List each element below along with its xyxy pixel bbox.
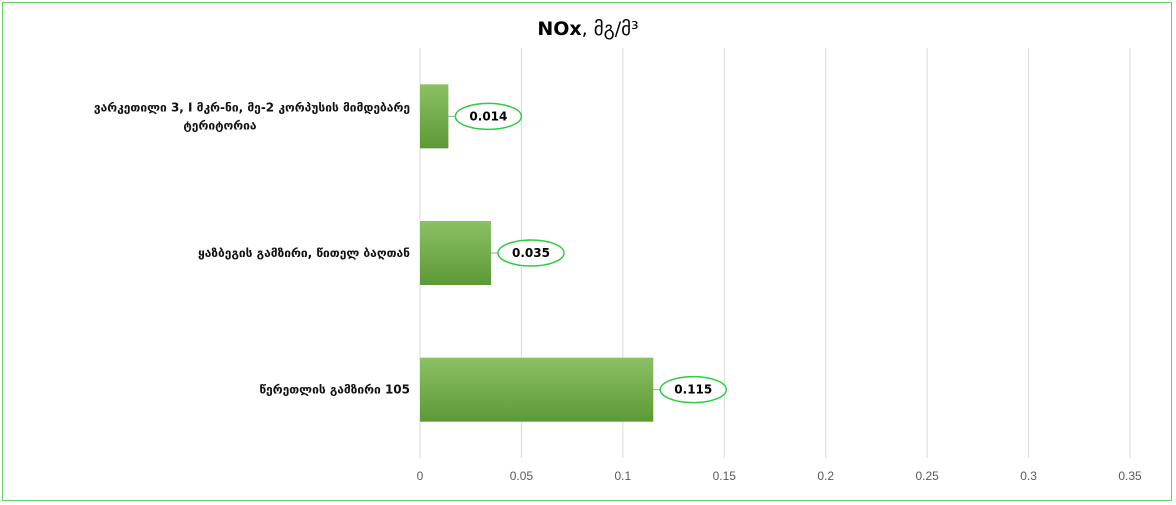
x-tick-label: 0.2: [817, 469, 834, 483]
data-labels: 0.014 0.035 0.115: [448, 102, 728, 404]
category-label: ვარკეთილი 3, I მკრ-ნი, მე-2 კორპუსის მიმ…: [94, 100, 410, 114]
x-tick-label: 0.1: [615, 469, 632, 483]
x-tick-label: 0.3: [1020, 469, 1037, 483]
category-label: ტერიტორია: [183, 118, 257, 132]
data-label-bubble: [497, 239, 565, 267]
chart-title-unit: , მგ/მ³: [581, 18, 639, 40]
data-label: 0.014: [469, 109, 507, 123]
bar: [420, 357, 654, 422]
x-tick-label: 0: [417, 469, 424, 483]
data-label: 0.115: [674, 383, 712, 397]
x-axis-tick-labels: 0 0.05 0.1 0.15 0.2 0.25 0.3 0.35: [417, 469, 1142, 483]
category-labels: ვარკეთილი 3, I მკრ-ნი, მე-2 კორპუსის მიმ…: [94, 100, 410, 396]
chart-title: NOx, მგ/მ³: [0, 18, 1176, 40]
bar: [420, 84, 449, 149]
x-tick-label: 0.05: [510, 469, 534, 483]
x-tick-label: 0.15: [713, 469, 737, 483]
bars: [420, 84, 654, 422]
bar: [420, 221, 491, 285]
data-label-bubble: [454, 102, 523, 131]
x-tick-label: 0.35: [1118, 469, 1142, 483]
category-label: ყაზბეგის გამზირი, წითელ ბაღთან: [198, 246, 410, 260]
category-label: წერეთლის გამზირი 105: [259, 383, 410, 397]
data-label: 0.035: [512, 246, 550, 260]
data-label-bubble: [659, 375, 728, 404]
x-tick-label: 0.25: [915, 469, 939, 483]
chart-title-pollutant: NOx: [537, 18, 582, 40]
